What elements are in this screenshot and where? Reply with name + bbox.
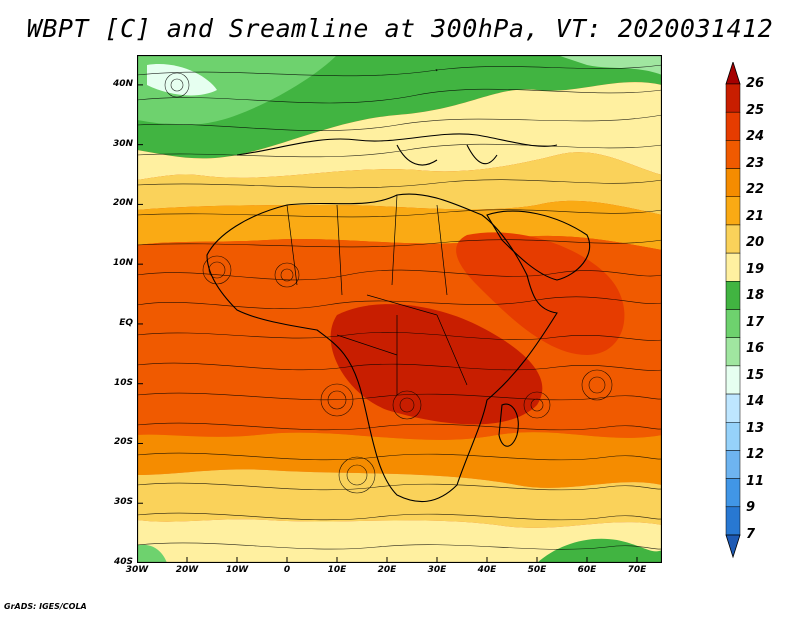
- colorbar-label: 14: [746, 394, 765, 410]
- colorbar-swatch: [725, 111, 741, 141]
- lat-tick-label: 30S: [113, 497, 133, 508]
- colorbar-label: 19: [746, 261, 765, 277]
- lon-tick-label: 30W: [125, 565, 149, 575]
- colorbar-swatch: [725, 393, 741, 423]
- colorbar-swatch: [725, 168, 741, 197]
- lat-tick-label: 20S: [113, 437, 133, 448]
- shading-lightgreen-sw: [137, 544, 167, 563]
- colorbar-swatch: [725, 309, 741, 338]
- africa-coastline: [206, 193, 558, 503]
- colorbar-label: 12: [746, 447, 765, 463]
- colorbar-swatch: [725, 196, 741, 226]
- europe-coastline: [236, 133, 558, 166]
- shading-lightyellow-north: [137, 152, 662, 215]
- shading-palegreen-nw: [147, 64, 217, 96]
- colorbar-label: 26: [746, 76, 765, 91]
- colorbar-top-arrow: [725, 62, 741, 85]
- shading-yellow-north: [137, 82, 662, 180]
- colorbar-label: 21: [746, 208, 765, 224]
- shading-red-east: [456, 232, 625, 355]
- lat-tick-label: 40N: [112, 78, 133, 89]
- colorbar-swatch: [725, 83, 741, 113]
- colorbar-label: 18: [746, 288, 765, 304]
- lat-tick-label: 40S: [113, 557, 133, 567]
- shading-lightgreen-ne: [557, 55, 662, 75]
- colorbar-label: 7: [746, 527, 756, 542]
- colorbar-label: 20: [746, 235, 765, 251]
- shading-green-south: [537, 538, 662, 563]
- colorbar-swatch: [725, 252, 741, 282]
- colorbar-label: 24: [746, 129, 765, 145]
- lon-tick-label: 40E: [477, 565, 497, 575]
- colorbar-label: 13: [746, 420, 765, 436]
- country-borders: [286, 194, 468, 395]
- lon-tick-label: 30E: [427, 565, 447, 575]
- lon-tick-label: 10W: [225, 565, 249, 575]
- colorbar-label: 16: [746, 341, 765, 357]
- lat-tick-label: 10N: [112, 258, 133, 269]
- lon-tick-label: 70E: [627, 565, 647, 575]
- colorbar-label: 9: [746, 500, 756, 516]
- colorbar-swatch: [725, 506, 741, 536]
- colorbar-swatch: [725, 365, 741, 395]
- colorbar-label: 11: [746, 473, 765, 489]
- colorbar-swatch: [725, 337, 741, 367]
- coastlines: [206, 133, 591, 503]
- colorbar: [725, 62, 741, 559]
- map-title: WBPT [C] and Sreamline at 300hPa, VT: 20…: [26, 14, 774, 43]
- shading-paleyellow-south: [137, 519, 662, 563]
- lat-tick-label: 10S: [113, 377, 133, 388]
- shading-orange-south: [137, 432, 662, 488]
- axis-ticks: [137, 84, 638, 563]
- colorbar-label: 25: [746, 102, 765, 118]
- colorbar-label: 23: [746, 155, 765, 171]
- colorbar-swatch: [725, 281, 741, 310]
- lon-tick-label: 60E: [577, 565, 597, 575]
- lon-tick-label: 20W: [175, 565, 199, 575]
- colorbar-swatch: [725, 478, 741, 508]
- shading-darkred-center: [330, 304, 543, 425]
- grads-credit: GrADS: IGES/COLA: [4, 602, 87, 611]
- lon-tick-label: 20E: [377, 565, 397, 575]
- map-plot: [137, 55, 662, 563]
- colorbar-swatch: [725, 140, 741, 169]
- colorbar-bottom-arrow: [725, 534, 741, 559]
- map-panel: [137, 55, 662, 563]
- lon-tick-label: 0: [283, 565, 291, 575]
- colorbar-swatch: [725, 422, 741, 451]
- colorbar-swatch: [725, 450, 741, 479]
- lat-tick-label: 20N: [112, 198, 133, 209]
- lat-tick-label: EQ: [119, 317, 133, 328]
- colorbar-label: 17: [746, 314, 765, 330]
- streamlines: [137, 64, 662, 550]
- map-frame: [137, 55, 662, 563]
- shading-orange-north: [137, 200, 662, 250]
- colorbar-swatch: [725, 224, 741, 254]
- arabia-coastline: [486, 210, 591, 281]
- lon-tick-label: 10E: [327, 565, 347, 575]
- shading-yellow-south: [137, 469, 662, 528]
- colorbar-label: 15: [746, 367, 765, 383]
- madagascar-coastline: [498, 403, 519, 447]
- lat-tick-label: 30N: [112, 138, 133, 149]
- lon-tick-label: 50E: [527, 565, 547, 575]
- colorbar-label: 22: [746, 182, 765, 198]
